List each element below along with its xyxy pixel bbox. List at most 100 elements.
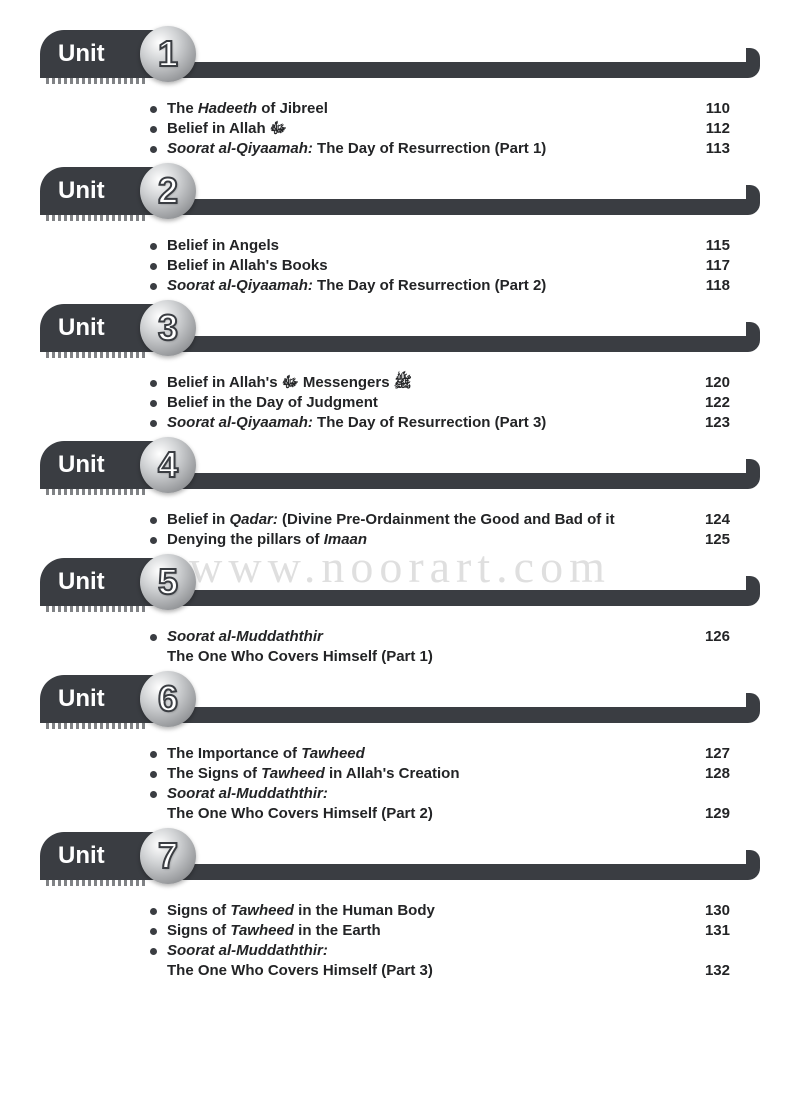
unit-number: 4 xyxy=(158,444,178,486)
toc-item-title: The Importance of Tawheed xyxy=(167,745,688,764)
unit-divider-bar xyxy=(170,473,760,489)
unit-block: Unit 7 Signs of Tawheed in the Human Body1… xyxy=(40,832,760,981)
toc-item-row: The Signs of Tawheed in Allah's Creation… xyxy=(150,765,730,784)
toc-item-row: Belief in Allah ﷻ112 xyxy=(150,120,730,139)
unit-items: The Importance of Tawheed127The Signs of… xyxy=(40,745,760,824)
bullet-icon xyxy=(150,420,157,427)
unit-block: Unit6The Importance of Tawheed127The Sig… xyxy=(40,675,760,824)
unit-divider-bar xyxy=(170,707,760,723)
unit-block: Unit2 Belief in Angels115Belief in Allah'… xyxy=(40,167,760,296)
bullet-icon xyxy=(150,791,157,798)
unit-header: Unit6 xyxy=(40,675,760,735)
unit-block: Unit 1 The Hadeeth of Jibreel110Belief in … xyxy=(40,30,760,159)
toc-item-title: The One Who Covers Himself (Part 2) xyxy=(167,805,688,824)
unit-header: Unit3 xyxy=(40,304,760,364)
unit-tab: Unit xyxy=(40,832,155,880)
toc-item-page: 123 xyxy=(688,414,730,431)
unit-block: Unit3 Belief in Allah's ﷻ Messengers ﷺ120… xyxy=(40,304,760,433)
toc-item-row: Belief in Qadar: (Divine Pre-Ordainment … xyxy=(150,511,730,530)
unit-items: Soorat al-Muddaththir126The One Who Cove… xyxy=(40,628,760,667)
unit-block: Unit5 Soorat al-Muddaththir126The One Who… xyxy=(40,558,760,667)
toc-item-page: 126 xyxy=(688,628,730,645)
toc-item-page: 118 xyxy=(688,277,730,294)
toc-item-title: Signs of Tawheed in the Earth xyxy=(167,922,688,941)
unit-number-circle: 7 xyxy=(140,828,196,884)
unit-tab: Unit xyxy=(40,675,155,723)
table-of-contents: Unit1The Hadeeth of Jibreel110Belief in … xyxy=(40,30,760,981)
toc-item-title: Soorat al-Muddaththir: xyxy=(167,785,688,804)
bullet-icon xyxy=(150,146,157,153)
unit-tab: Unit xyxy=(40,30,155,78)
unit-items: Belief in Allah's ﷻ Messengers ﷺ120Belie… xyxy=(40,374,760,433)
toc-item-title: Soorat al-Qiyaamah: The Day of Resurrect… xyxy=(167,140,688,159)
toc-item-page: 117 xyxy=(688,257,730,274)
toc-item-title: Belief in Allah's Books xyxy=(167,257,688,276)
unit-number-circle: 6 xyxy=(140,671,196,727)
toc-item-page: 125 xyxy=(688,531,730,548)
toc-item-page: 128 xyxy=(688,765,730,782)
toc-item-row: Soorat al-Qiyaamah: The Day of Resurrect… xyxy=(150,140,730,159)
bullet-icon xyxy=(150,751,157,758)
unit-divider-bar xyxy=(170,590,760,606)
toc-item-title: Soorat al-Muddaththir: xyxy=(167,942,688,961)
toc-item-title: Soorat al-Qiyaamah: The Day of Resurrect… xyxy=(167,277,688,296)
unit-number-circle: 4 xyxy=(140,437,196,493)
toc-item-row: Soorat al-Qiyaamah: The Day of Resurrect… xyxy=(150,414,730,433)
bullet-icon xyxy=(150,243,157,250)
toc-item-page: 120 xyxy=(688,374,730,391)
toc-item-row: Denying the pillars of Imaan125 xyxy=(150,531,730,550)
toc-item-page: 131 xyxy=(688,922,730,939)
unit-number: 5 xyxy=(158,561,178,603)
toc-item-page: 129 xyxy=(688,805,730,822)
unit-header: Unit 1 xyxy=(40,30,760,90)
toc-item-row: The Hadeeth of Jibreel110 xyxy=(150,100,730,119)
unit-divider-bar xyxy=(170,336,760,352)
unit-block: Unit4 Belief in Qadar: (Divine Pre-Ordain… xyxy=(40,441,760,550)
unit-header: Unit2 xyxy=(40,167,760,227)
toc-item-page: 113 xyxy=(688,140,730,157)
toc-item-title: The One Who Covers Himself (Part 3) xyxy=(167,962,688,981)
toc-item-row: Soorat al-Muddaththir:0 xyxy=(150,942,730,961)
toc-item-title: Belief in Allah's ﷻ Messengers ﷺ xyxy=(167,374,688,393)
toc-item-row: The One Who Covers Himself (Part 3)132 xyxy=(150,962,730,981)
toc-item-row: The One Who Covers Himself (Part 1)0 xyxy=(150,648,730,667)
toc-item-title: The One Who Covers Himself (Part 1) xyxy=(167,648,688,667)
unit-tab: Unit xyxy=(40,167,155,215)
unit-header: Unit5 xyxy=(40,558,760,618)
unit-number-circle: 3 xyxy=(140,300,196,356)
bullet-icon xyxy=(150,634,157,641)
unit-label: Unit xyxy=(58,40,105,68)
toc-item-title: Belief in Angels xyxy=(167,237,688,256)
unit-tab: Unit xyxy=(40,441,155,489)
toc-item-page: 127 xyxy=(688,745,730,762)
toc-item-row: Belief in Allah's Books117 xyxy=(150,257,730,276)
toc-item-page: 122 xyxy=(688,394,730,411)
toc-item-row: Belief in Angels115 xyxy=(150,237,730,256)
unit-divider-bar xyxy=(170,864,760,880)
bullet-icon xyxy=(150,380,157,387)
toc-item-title: Belief in Qadar: (Divine Pre-Ordainment … xyxy=(167,511,688,530)
toc-item-title: Belief in the Day of Judgment xyxy=(167,394,688,413)
toc-item-row: Belief in the Day of Judgment122 xyxy=(150,394,730,413)
unit-number: 1 xyxy=(158,33,178,75)
unit-tab: Unit xyxy=(40,304,155,352)
bullet-icon xyxy=(150,517,157,524)
toc-item-row: Soorat al-Qiyaamah: The Day of Resurrect… xyxy=(150,277,730,296)
toc-item-row: The Importance of Tawheed127 xyxy=(150,745,730,764)
bullet-icon xyxy=(150,106,157,113)
unit-number-circle: 5 xyxy=(140,554,196,610)
toc-item-title: The Signs of Tawheed in Allah's Creation xyxy=(167,765,688,784)
unit-items: Belief in Qadar: (Divine Pre-Ordainment … xyxy=(40,511,760,550)
toc-item-title: Denying the pillars of Imaan xyxy=(167,531,688,550)
bullet-icon xyxy=(150,948,157,955)
unit-number: 7 xyxy=(158,835,178,877)
toc-item-page: 112 xyxy=(688,120,730,137)
toc-item-row: Signs of Tawheed in the Human Body130 xyxy=(150,902,730,921)
unit-header: Unit 7 xyxy=(40,832,760,892)
toc-item-page: 124 xyxy=(688,511,730,528)
bullet-icon xyxy=(150,771,157,778)
unit-tab: Unit xyxy=(40,558,155,606)
unit-number: 3 xyxy=(158,307,178,349)
bullet-icon xyxy=(150,283,157,290)
unit-label: Unit xyxy=(58,842,105,870)
